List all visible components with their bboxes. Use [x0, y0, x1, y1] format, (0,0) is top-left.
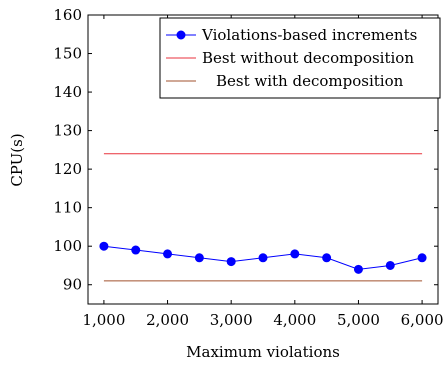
y-tick-label: 140	[53, 83, 82, 101]
y-tick-label: 100	[53, 237, 82, 255]
data-point	[322, 253, 332, 263]
x-tick-label: 2,000	[146, 311, 189, 329]
x-tick-label: 1,000	[82, 311, 125, 329]
data-point	[417, 253, 427, 263]
data-point	[226, 257, 236, 267]
y-tick-label: 160	[53, 6, 82, 24]
legend-box	[159, 17, 441, 99]
y-axis-title: CPU(s)	[8, 133, 26, 186]
y-tick-label: 130	[53, 122, 82, 140]
data-point	[194, 253, 204, 263]
data-point	[99, 241, 109, 251]
data-point	[131, 245, 141, 255]
legend-swatch-marker	[176, 30, 186, 40]
x-axis-title: Maximum violations	[186, 343, 340, 361]
x-tick-label: 6,000	[401, 311, 443, 329]
legend-label: Violations-based increments	[201, 26, 417, 44]
x-tick-label: 5,000	[337, 311, 380, 329]
data-point	[290, 249, 300, 259]
data-point	[353, 264, 363, 274]
y-tick-label: 120	[53, 160, 82, 178]
x-tick-label: 3,000	[210, 311, 253, 329]
y-tick-label: 90	[63, 276, 82, 294]
data-point	[163, 249, 173, 259]
legend-label: Best with decomposition	[216, 72, 404, 90]
x-tick-label: 4,000	[273, 311, 316, 329]
data-point	[258, 253, 268, 263]
legend: Violations-based increments Best without…	[159, 17, 441, 99]
legend-label: Best without decomposition	[202, 49, 414, 67]
data-point	[385, 260, 395, 270]
ticks-layer: 1,000 2,000 3,000 4,000 5,000 6,000 90 100 110 12…	[53, 6, 443, 329]
y-tick-label: 150	[53, 45, 82, 63]
series-layer	[99, 153, 427, 282]
y-tick-label: 110	[53, 199, 82, 217]
plot-frame	[87, 14, 439, 305]
